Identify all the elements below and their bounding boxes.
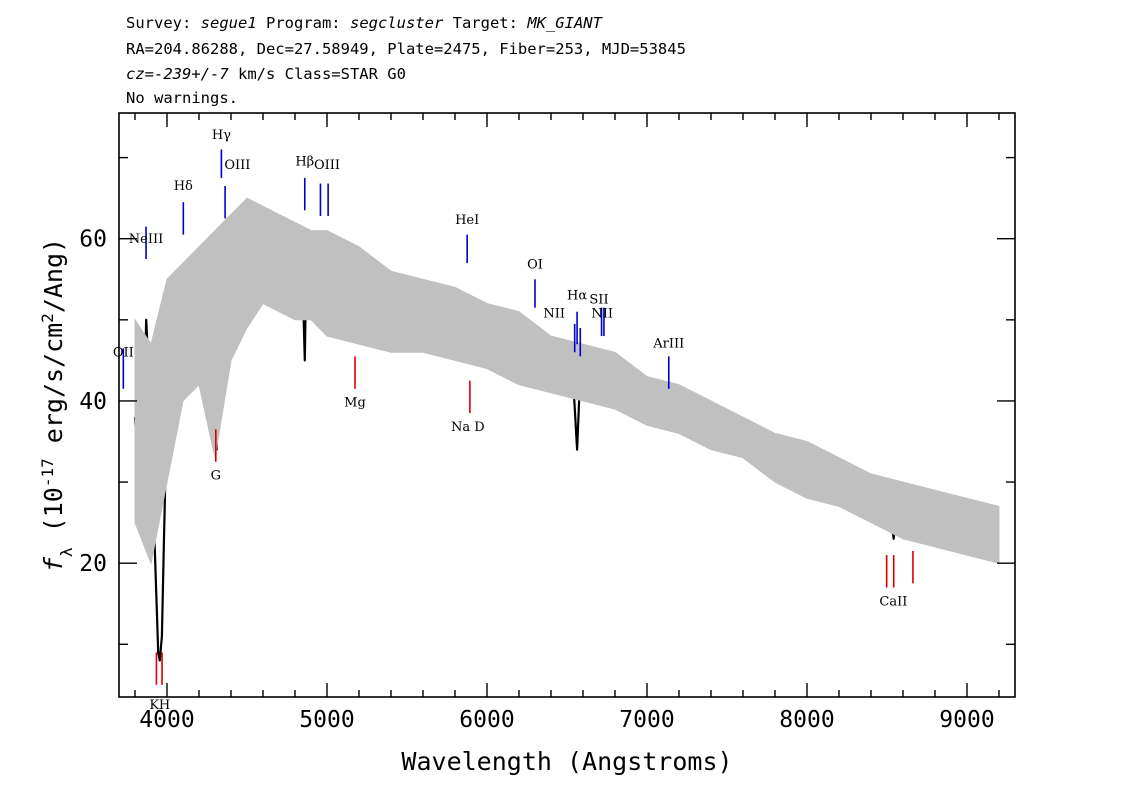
line-marker-label: OIII — [224, 158, 250, 173]
header-survey-part-0: Survey: — [126, 14, 201, 32]
line-marker-label: Hδ — [174, 179, 193, 194]
header-survey-part-5: MK_GIANT — [526, 14, 603, 32]
line-marker-label: K — [149, 698, 159, 713]
line-marker-label: HeI — [455, 213, 479, 228]
x-tick-label: 5000 — [299, 707, 354, 733]
line-marker-label: NII — [591, 306, 613, 321]
y-axis-label: fλ (10-17 erg/s/cm2/Ang) — [38, 238, 76, 572]
line-marker-label: NII — [543, 306, 565, 321]
header-survey-part-1: segue1 — [201, 14, 257, 32]
y-label-lambda: λ — [57, 547, 76, 557]
line-marker-label: OII — [113, 345, 134, 360]
line-marker-label: ArIII — [652, 336, 684, 351]
line-marker-label: Hγ — [212, 128, 231, 143]
y-label-sq: 2 — [38, 313, 57, 323]
header-line-coordinates: RA=204.86288, Dec=27.58949, Plate=2475, … — [126, 40, 686, 58]
header-line-survey: Survey: segue1 Program: segcluster Targe… — [126, 14, 604, 32]
y-tick-label: 60 — [79, 227, 107, 253]
line-marker-label: Hβ — [295, 155, 314, 170]
x-tick-label: 7000 — [619, 707, 674, 733]
x-tick-label: 4000 — [139, 707, 194, 733]
header-survey-part-3: segcluster — [350, 14, 444, 32]
header-survey-part-4: Target: — [443, 14, 527, 32]
header-redshift-part-1: km/s Class=STAR G0 — [229, 65, 406, 83]
y-label-f: f — [39, 556, 68, 572]
line-marker-label: Hα — [567, 289, 587, 304]
spectrum-header: Survey: segue1 Program: segcluster Targe… — [126, 14, 686, 107]
x-tick-label: 8000 — [779, 707, 834, 733]
y-label-unit-a: (10 — [39, 487, 68, 547]
header-survey-part-2: Program: — [257, 14, 350, 32]
x-tick-label: 6000 — [459, 707, 514, 733]
x-tick-label: 9000 — [939, 707, 994, 733]
y-tick-label: 40 — [79, 389, 107, 415]
header-line-warnings: No warnings. — [126, 89, 238, 107]
line-marker-label: H — [159, 698, 170, 713]
error-band — [134, 197, 1000, 565]
line-marker-label: Na D — [451, 420, 485, 435]
line-marker-label: OI — [527, 258, 543, 273]
line-marker-label: Mg — [344, 396, 366, 411]
header-redshift-part-0: cz=-239+/-7 — [126, 65, 229, 83]
header-line-redshift: cz=-239+/-7 km/s Class=STAR G0 — [126, 65, 406, 83]
line-marker-label: NeIII — [129, 232, 163, 247]
y-label-unit-b: erg/s/cm — [39, 323, 68, 458]
axis-ticks: 4000 5000 6000 7000 8000 9000 20 40 60 — [79, 113, 1015, 733]
plot-frame — [118, 112, 1016, 698]
y-label-exp: -17 — [38, 458, 57, 487]
x-axis-label: Wavelength (Angstroms) — [401, 747, 732, 776]
line-marker-label: G — [211, 469, 221, 484]
line-marker-label: OIII — [314, 158, 340, 173]
y-label-unit-c: /Ang) — [39, 238, 68, 313]
line-marker-label: SII — [589, 293, 608, 308]
line-marker-label: CaII — [879, 594, 907, 609]
y-tick-label: 20 — [79, 551, 107, 577]
